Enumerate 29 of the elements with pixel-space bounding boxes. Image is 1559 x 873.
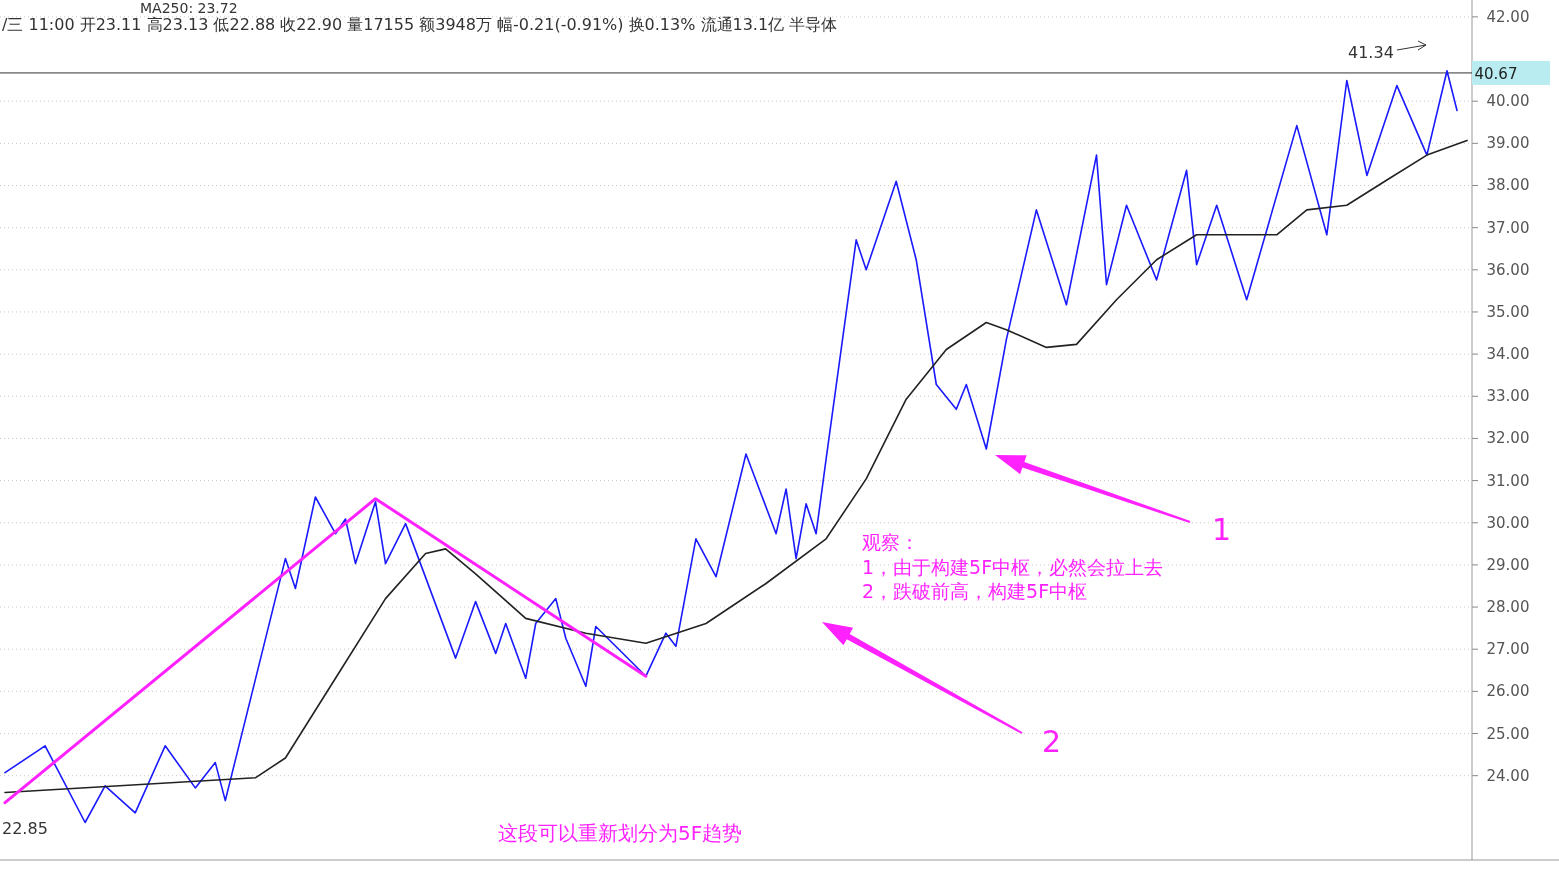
annotation: 22.85 xyxy=(2,819,48,838)
y-tick-label: 24.00 xyxy=(1486,766,1530,785)
annotation: 1 xyxy=(1212,512,1232,547)
y-tick-label: 40.00 xyxy=(1486,92,1530,111)
y-tick-label: 35.00 xyxy=(1486,302,1530,321)
annotation: 1，由于构建5F中枢，必然会拉上去 xyxy=(862,556,1164,578)
y-tick-label: 42.00 xyxy=(1486,7,1530,26)
annotation: 2，跌破前高，构建5F中枢 xyxy=(862,580,1088,602)
y-tick-label: 28.00 xyxy=(1486,598,1530,617)
ref-line-label: 40.67 xyxy=(1474,64,1518,83)
annotation: 观察： xyxy=(862,531,919,553)
y-tick-label: 32.00 xyxy=(1486,429,1530,448)
y-tick-label: 33.00 xyxy=(1486,387,1530,406)
y-tick-label: 26.00 xyxy=(1486,682,1530,701)
annotation: 这段可以重新划分为5F趋势 xyxy=(498,821,743,845)
y-tick-label: 38.00 xyxy=(1486,176,1530,195)
annotation: /三 11:00 开23.11 高23.13 低22.88 收22.90 量17155 额3948万 幅-0.21(-0.91%) 换0.13% 流通13.1亿 半导体 xyxy=(2,15,838,34)
y-tick-label: 34.00 xyxy=(1486,345,1530,364)
annotation: 41.34 xyxy=(1348,43,1394,62)
y-tick-label: 37.00 xyxy=(1486,218,1530,237)
annotation: 2 xyxy=(1042,724,1062,759)
y-tick-label: 30.00 xyxy=(1486,513,1530,532)
y-tick-label: 31.00 xyxy=(1486,471,1530,490)
y-tick-label: 29.00 xyxy=(1486,555,1530,574)
y-tick-label: 27.00 xyxy=(1486,640,1530,659)
annotation: MA250: 23.72 xyxy=(140,0,238,16)
y-tick-label: 25.00 xyxy=(1486,724,1530,743)
y-tick-label: 36.00 xyxy=(1486,260,1530,279)
y-tick-label: 39.00 xyxy=(1486,134,1530,153)
